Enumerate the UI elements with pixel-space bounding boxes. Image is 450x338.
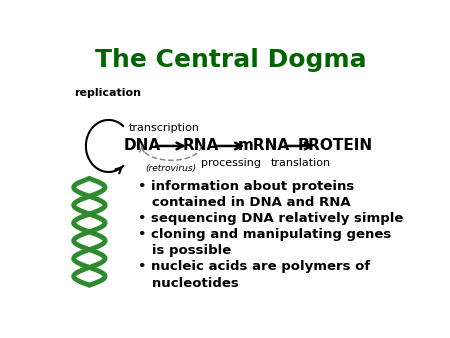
- Text: The Central Dogma: The Central Dogma: [95, 48, 366, 72]
- Text: is possible: is possible: [138, 244, 231, 257]
- Text: (retrovirus): (retrovirus): [146, 164, 197, 173]
- Text: mRNA: mRNA: [238, 139, 290, 153]
- Text: • nucleic acids are polymers of: • nucleic acids are polymers of: [138, 261, 370, 273]
- Text: • sequencing DNA relatively simple: • sequencing DNA relatively simple: [138, 212, 404, 225]
- Text: DNA: DNA: [123, 139, 160, 153]
- Text: contained in DNA and RNA: contained in DNA and RNA: [138, 196, 351, 209]
- Text: • information about proteins: • information about proteins: [138, 180, 355, 193]
- Text: • cloning and manipulating genes: • cloning and manipulating genes: [138, 228, 392, 241]
- Text: RNA: RNA: [183, 139, 219, 153]
- Text: transcription: transcription: [129, 123, 200, 133]
- Text: PROTEIN: PROTEIN: [298, 139, 373, 153]
- Text: nucleotides: nucleotides: [138, 276, 239, 290]
- Text: translation: translation: [270, 158, 330, 168]
- Text: replication: replication: [74, 88, 141, 98]
- Text: processing: processing: [201, 158, 261, 168]
